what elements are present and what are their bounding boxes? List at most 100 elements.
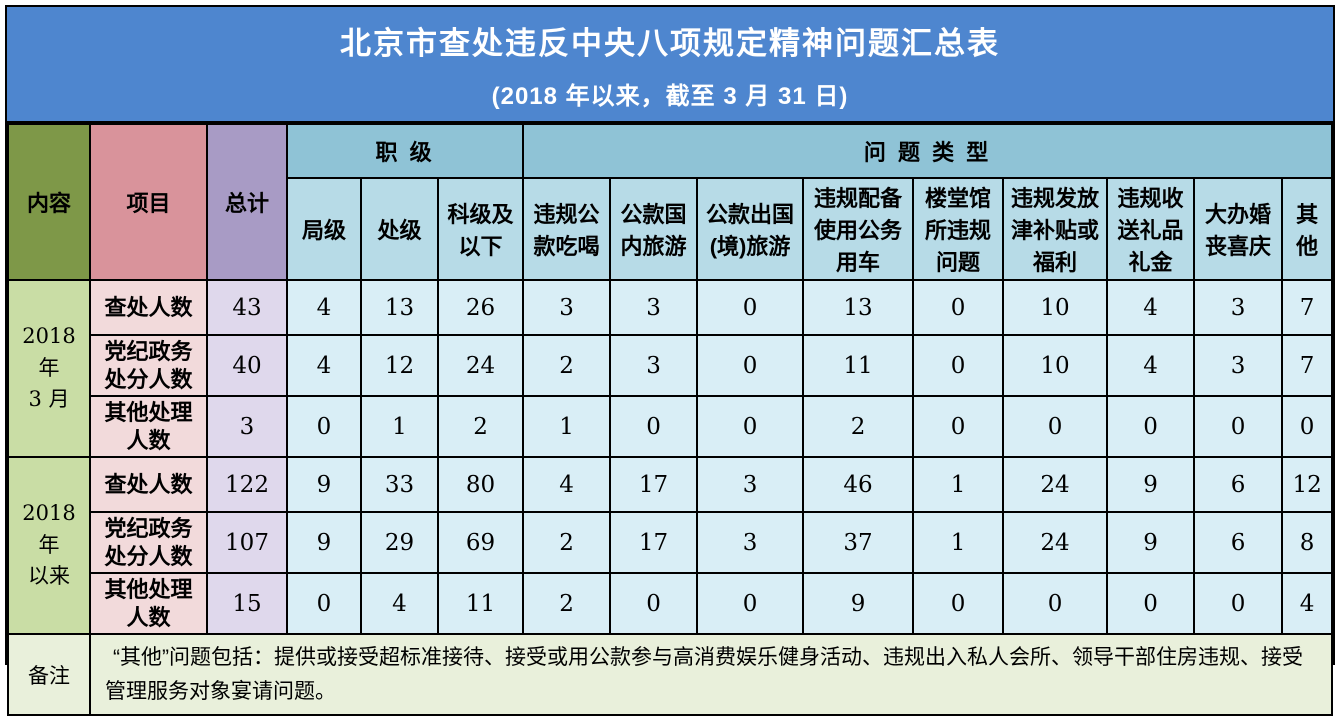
table-row: 2018 年 3 月 查处人数 43 4 13 26 3 3 0 13 0 10… [7,279,1334,458]
value-cell: 2 [522,572,612,635]
value-cell: 69 [436,511,525,574]
value-cell: 80 [436,456,525,513]
summary-table: 内容 项目 总计 职 级 问 题 类 型 局级 处级 科级及以下 违规公款吃喝 … [7,123,1334,716]
value-cell: 29 [360,511,439,574]
total-value: 107 [206,511,288,574]
value-cell: 4 [286,279,362,336]
period-cell-march: 2018 年 3 月 [7,279,91,458]
row-label: 查处人数 [89,456,208,513]
value-cell: 8 [1281,511,1334,574]
value-cell: 0 [696,395,805,458]
column-header-rank-ju: 局级 [286,177,362,281]
value-cell: 4 [360,572,439,635]
value-cell: 2 [522,334,612,397]
value-cell: 26 [436,279,525,336]
value-cell: 3 [1193,279,1284,336]
value-cell: 0 [1106,395,1196,458]
value-cell: 17 [609,511,699,574]
value-cell: 0 [696,334,805,397]
value-cell: 0 [912,279,1005,336]
value-cell: 4 [1106,334,1196,397]
value-cell: 0 [912,334,1005,397]
period-line: 以来 [28,564,70,589]
value-cell: 9 [802,572,915,635]
value-cell: 4 [1281,572,1334,635]
value-cell: 46 [802,456,915,513]
total-value: 122 [206,456,288,513]
value-cell: 2 [436,395,525,458]
header-rank-group: 职 级 [285,123,525,179]
row-label: 党纪政务处分人数 [89,511,208,574]
value-cell: 17 [609,456,699,513]
value-cell: 4 [522,456,612,513]
value-cell: 2 [802,395,915,458]
value-cell: 1 [360,395,439,458]
column-header-problem-9: 其他 [1281,177,1334,281]
row-label: 其他处理人数 [89,395,208,458]
page-title: 北京市查处违反中央八项规定精神问题汇总表 [340,25,1000,61]
page-subtitle: (2018 年以来，截至 3 月 31 日) [491,82,849,110]
value-cell: 9 [1106,456,1196,513]
value-cell: 24 [1002,511,1109,574]
value-cell: 0 [1002,572,1109,635]
column-header-problem-2: 公款国内旅游 [609,177,699,281]
header-total: 总计 [206,123,288,281]
value-cell: 0 [912,572,1005,635]
column-header-problem-4: 违规配备使用公务用车 [802,177,915,281]
value-cell: 11 [436,572,525,635]
column-header-rank-ke: 科级及以下 [436,177,525,281]
row-label: 查处人数 [89,279,208,336]
value-cell: 0 [696,572,805,635]
value-cell: 6 [1193,456,1284,513]
value-cell: 12 [1281,456,1334,513]
value-cell: 9 [286,511,362,574]
summary-table-frame: 北京市查处违反中央八项规定精神问题汇总表 (2018 年以来，截至 3 月 31… [5,5,1335,716]
value-cell: 37 [802,511,915,574]
value-cell: 13 [360,279,439,336]
value-cell: 12 [360,334,439,397]
row-label: 党纪政务处分人数 [89,334,208,397]
value-cell: 6 [1193,511,1284,574]
value-cell: 0 [286,572,362,635]
value-cell: 24 [1002,456,1109,513]
value-cell: 3 [609,334,699,397]
remarks-label: 备注 [7,632,91,716]
period-line: 3 月 [28,387,70,412]
table-row: 2018 年 以来 查处人数 122 9 33 80 4 17 3 46 1 2… [7,456,1334,635]
value-cell: 3 [696,456,805,513]
value-cell: 1 [912,511,1005,574]
value-cell: 3 [522,279,612,336]
column-header-problem-5: 楼堂馆所违规问题 [912,177,1005,281]
value-cell: 0 [696,279,805,336]
value-cell: 13 [802,279,915,336]
value-cell: 0 [609,395,699,458]
header-content: 内容 [7,123,91,281]
header-project: 项目 [89,123,208,281]
total-value: 15 [206,572,288,635]
value-cell: 1 [912,456,1005,513]
remarks-row: 备注 “其他”问题包括：提供或接受超标准接待、接受或用公款参与高消费娱乐健身活动… [7,632,1334,716]
value-cell: 0 [1193,395,1284,458]
value-cell: 3 [696,511,805,574]
table-row: 其他处理人数 3 0 1 2 1 0 0 2 0 0 0 0 0 [8,395,1334,458]
column-header-problem-8: 大办婚丧喜庆 [1193,177,1284,281]
value-cell: 4 [1106,279,1196,336]
column-header-problem-1: 违规公款吃喝 [522,177,612,281]
header-problem-group: 问 题 类 型 [522,123,1334,179]
value-cell: 1 [522,395,612,458]
column-header-problem-3: 公款出国(境)旅游 [696,177,805,281]
row-label: 其他处理人数 [89,572,208,635]
header-row-columns: 局级 处级 科级及以下 违规公款吃喝 公款国内旅游 公款出国(境)旅游 违规配备… [8,177,1334,281]
value-cell: 9 [1106,511,1196,574]
value-cell: 0 [1106,572,1196,635]
value-cell: 0 [286,395,362,458]
value-cell: 4 [286,334,362,397]
period-line: 2018 年 [22,324,76,380]
value-cell: 7 [1281,279,1334,336]
title-banner: 北京市查处违反中央八项规定精神问题汇总表 (2018 年以来，截至 3 月 31… [7,7,1333,123]
value-cell: 11 [802,334,915,397]
table-area: 内容 项目 总计 职 级 问 题 类 型 局级 处级 科级及以下 违规公款吃喝 … [7,123,1334,716]
value-cell: 3 [1193,334,1284,397]
remarks-text: “其他”问题包括：提供或接受超标准接待、接受或用公款参与高消费娱乐健身活动、违规… [88,632,1334,716]
value-cell: 2 [522,511,612,574]
